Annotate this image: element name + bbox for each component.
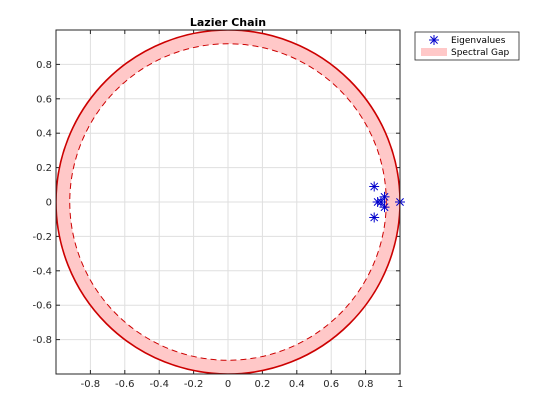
y-tick-label: 0.2 [36, 163, 52, 174]
axes-border [55, 29, 401, 375]
x-tick-label: -0.4 [149, 379, 169, 390]
eigenvalue-point [369, 181, 380, 192]
legend-spectral-gap-label: Spectral Gap [451, 48, 510, 58]
marker-stroke [370, 182, 379, 191]
x-tick-label: -0.2 [184, 379, 204, 390]
eigenvalue-point [372, 197, 383, 207]
y-tick-label: 0.6 [36, 94, 52, 105]
eigenvalue-point [379, 191, 390, 202]
plot-area: -0.8 -0.6 -0.4 -0.2 0 0.2 0.4 0.6 0.8 1 -0.8 -0.6 -0… [32, 29, 405, 390]
legend-eigenvalues-marker [429, 35, 439, 45]
x-tick-label: 0.4 [289, 379, 305, 390]
y-tick-label: 0.8 [36, 60, 52, 71]
x-tick-label: -0.8 [81, 379, 101, 390]
y-tick-label: -0.2 [32, 232, 52, 243]
x-tick-label: 1 [397, 379, 403, 390]
marker-stroke [380, 192, 389, 201]
marker-stroke [430, 36, 438, 44]
marker-stroke [370, 213, 379, 222]
x-tick-label: 0.6 [323, 379, 339, 390]
x-tick-label: 0 [225, 379, 231, 390]
legend-spectral-gap-swatch [421, 48, 447, 56]
x-tick-label: -0.6 [115, 379, 135, 390]
y-tick-label: 0 [46, 198, 52, 209]
x-tick-label: 0.2 [254, 379, 270, 390]
eigenvalue-point [379, 202, 390, 213]
legend: Eigenvalues Spectral Gap [414, 31, 520, 61]
y-tick-label: 0.4 [36, 129, 52, 140]
spectral-gap-inner-edge [69, 43, 387, 361]
eigenvalue-point [369, 212, 380, 223]
legend-eigenvalues-label: Eigenvalues [451, 36, 506, 46]
data-layer [56, 30, 400, 374]
marker-stroke [373, 198, 382, 206]
chart-title: Lazier Chain [190, 16, 266, 29]
marker-stroke [380, 203, 389, 212]
y-tick-label: -0.8 [32, 335, 52, 346]
y-tick-label: -0.6 [32, 301, 52, 312]
y-tick-label: -0.4 [32, 266, 52, 277]
x-tick-label: 0.8 [358, 379, 374, 390]
